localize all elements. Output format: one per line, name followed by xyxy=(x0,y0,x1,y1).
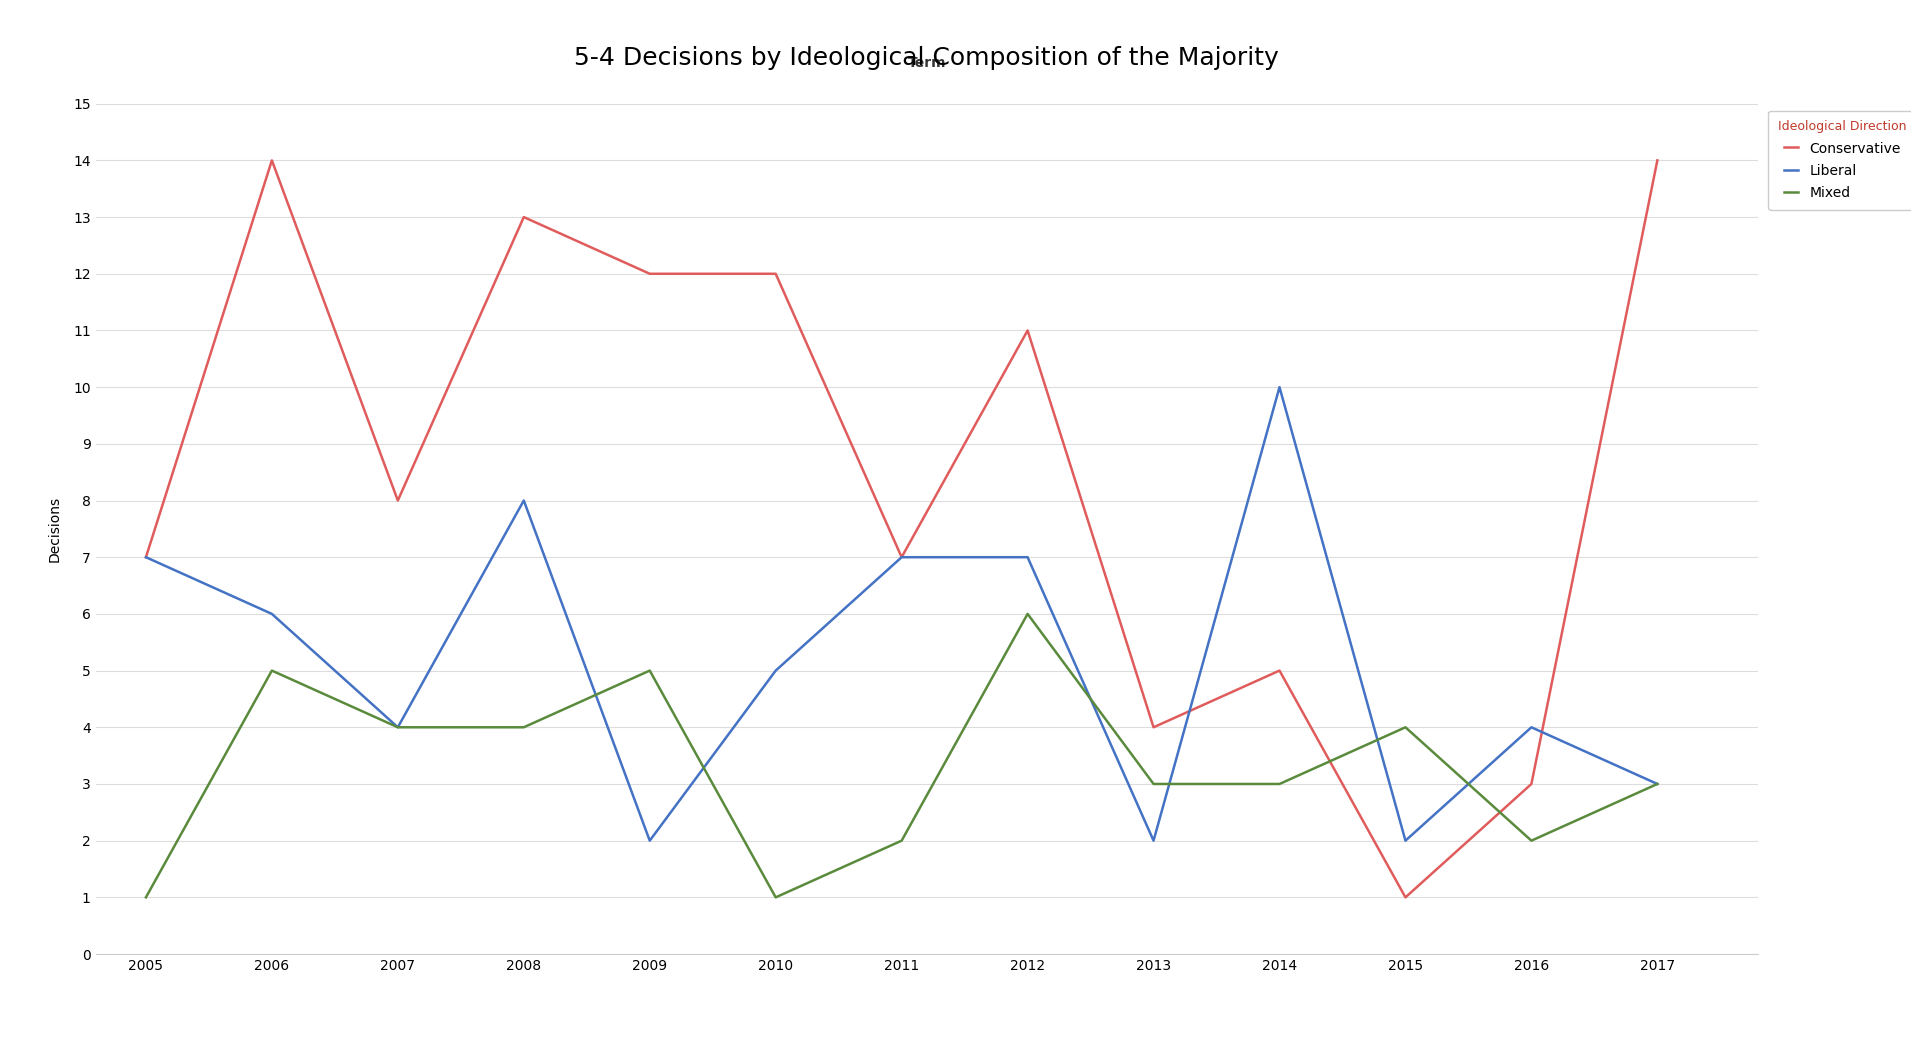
Conservative xyxy=(1645,155,1668,167)
Mixed xyxy=(134,891,157,903)
Conservative xyxy=(891,551,913,563)
Mixed xyxy=(638,665,661,677)
Liberal xyxy=(1645,778,1668,790)
Conservative xyxy=(512,211,535,223)
Conservative xyxy=(1143,721,1166,733)
Mixed xyxy=(260,665,283,677)
Liberal xyxy=(1393,835,1416,847)
Mixed xyxy=(1269,778,1292,790)
Conservative xyxy=(260,155,283,167)
Mixed xyxy=(1645,778,1668,790)
Liberal xyxy=(764,665,787,677)
Text: Term: Term xyxy=(908,56,946,69)
Mixed xyxy=(891,835,913,847)
Line: Mixed: Mixed xyxy=(145,614,1657,897)
Conservative xyxy=(1393,891,1416,903)
Conservative xyxy=(1519,778,1542,790)
Mixed xyxy=(1393,721,1416,733)
Liberal xyxy=(1017,551,1040,563)
Legend: Conservative, Liberal, Mixed: Conservative, Liberal, Mixed xyxy=(1768,111,1911,211)
Conservative xyxy=(386,495,409,507)
Line: Conservative: Conservative xyxy=(145,161,1657,897)
Liberal xyxy=(1143,835,1166,847)
Liberal xyxy=(1519,721,1542,733)
Conservative xyxy=(1269,665,1292,677)
Conservative xyxy=(1017,325,1040,337)
Liberal xyxy=(891,551,913,563)
Liberal xyxy=(512,495,535,507)
Mixed xyxy=(764,891,787,903)
Liberal xyxy=(260,608,283,620)
Conservative xyxy=(638,268,661,280)
Liberal xyxy=(386,721,409,733)
Mixed xyxy=(512,721,535,733)
Liberal xyxy=(638,835,661,847)
Line: Liberal: Liberal xyxy=(145,387,1657,841)
Mixed xyxy=(1519,835,1542,847)
Mixed xyxy=(1017,608,1040,620)
Mixed xyxy=(386,721,409,733)
Liberal xyxy=(134,551,157,563)
Y-axis label: Decisions: Decisions xyxy=(48,496,61,562)
Mixed xyxy=(1143,778,1166,790)
Liberal xyxy=(1269,381,1292,393)
Title: 5-4 Decisions by Ideological Composition of the Majority: 5-4 Decisions by Ideological Composition… xyxy=(575,46,1278,69)
Conservative xyxy=(134,551,157,563)
Conservative xyxy=(764,268,787,280)
